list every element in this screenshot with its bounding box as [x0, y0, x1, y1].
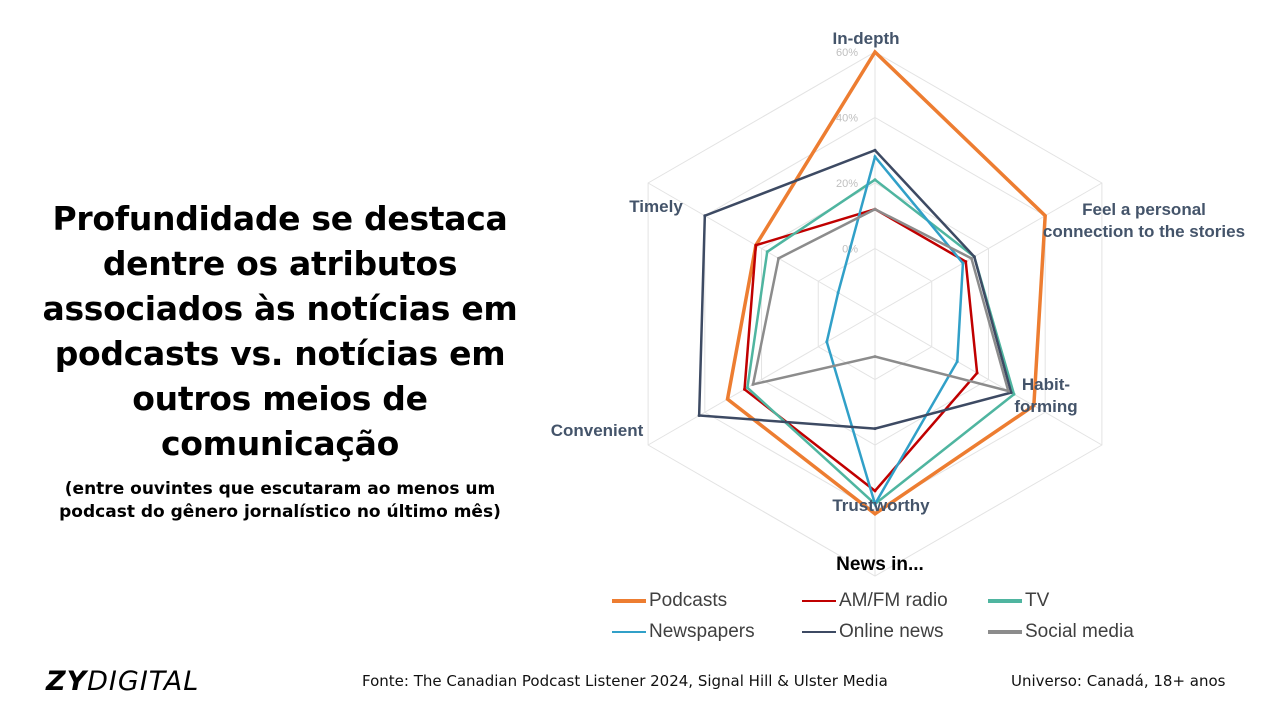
data-point — [825, 340, 829, 344]
legend-item: AM/FM radio — [802, 590, 948, 612]
data-point — [873, 50, 877, 54]
data-point — [1009, 391, 1013, 395]
data-point — [873, 207, 877, 211]
axis-label: Habit-forming — [1014, 375, 1077, 416]
legend-item: Online news — [802, 621, 944, 643]
tick-label: 40% — [836, 113, 858, 125]
data-point — [955, 359, 959, 363]
data-point — [745, 386, 749, 390]
axis-label: Trustworthy — [832, 496, 930, 515]
grid-spoke — [874, 182, 1103, 315]
tick-label: 20% — [836, 178, 858, 190]
legend-swatch — [802, 631, 836, 633]
series-line-am-fm-radio — [743, 207, 979, 493]
data-point — [1006, 389, 1010, 393]
data-point — [751, 382, 755, 386]
data-point — [873, 502, 877, 506]
legend-item: Podcasts — [612, 590, 727, 612]
axis-label: Convenient — [551, 421, 644, 440]
axis-label: Feel a personal connection to the stories — [1043, 200, 1245, 241]
data-point — [836, 291, 840, 295]
data-point — [873, 512, 877, 516]
grid-spoke — [647, 313, 876, 446]
legend-label: Online news — [839, 621, 944, 642]
data-point — [703, 214, 707, 218]
legend-label: AM/FM radio — [839, 590, 948, 611]
data-point — [873, 489, 877, 493]
data-point — [873, 427, 877, 431]
legend-title: News in... — [836, 554, 924, 575]
legend-item: Social media — [988, 621, 1134, 643]
legend-item: Newspapers — [612, 621, 755, 643]
headline-title: Profundidade se destaca dentre os atribu… — [42, 199, 518, 463]
data-point — [777, 256, 781, 260]
grid-spoke — [874, 313, 1103, 446]
data-point — [873, 155, 877, 159]
axis-label: Timely — [629, 197, 683, 216]
legend-label: Newspapers — [649, 621, 755, 642]
legend-item: TV — [988, 590, 1049, 612]
data-point — [972, 255, 976, 259]
legend-swatch — [612, 631, 646, 633]
data-point — [873, 148, 877, 152]
data-point — [1043, 214, 1047, 218]
data-point — [873, 355, 877, 359]
data-point — [765, 250, 769, 254]
headline: Profundidade se destaca dentre os atribu… — [40, 196, 520, 524]
data-point — [697, 414, 701, 418]
data-point — [969, 256, 973, 260]
legend-label: Social media — [1025, 621, 1134, 642]
legend-label: Podcasts — [649, 590, 728, 611]
data-point — [975, 371, 979, 375]
universe-note: Universo: Canadá, 18+ anos — [1011, 672, 1226, 690]
legend-swatch — [612, 599, 646, 603]
zy-digital-logo: ZYDIGITAL — [46, 666, 200, 697]
data-point — [754, 243, 758, 247]
data-point — [1012, 392, 1016, 396]
data-point — [961, 261, 965, 265]
legend-swatch — [802, 600, 836, 602]
source-note: Fonte: The Canadian Podcast Listener 202… — [362, 672, 888, 690]
series-line-podcasts — [725, 49, 1047, 516]
axis-label: In-depth — [832, 29, 899, 48]
data-point — [964, 260, 968, 264]
tick-label: 60% — [836, 47, 858, 59]
data-point — [1032, 404, 1036, 408]
legend-swatch — [988, 630, 1022, 634]
headline-subtitle: (entre ouvintes que escutaram ao menos u… — [59, 479, 501, 522]
legend-swatch — [988, 599, 1022, 603]
data-point — [726, 397, 730, 401]
legend-label: TV — [1025, 590, 1050, 611]
data-point — [743, 387, 747, 391]
data-point — [873, 178, 877, 182]
